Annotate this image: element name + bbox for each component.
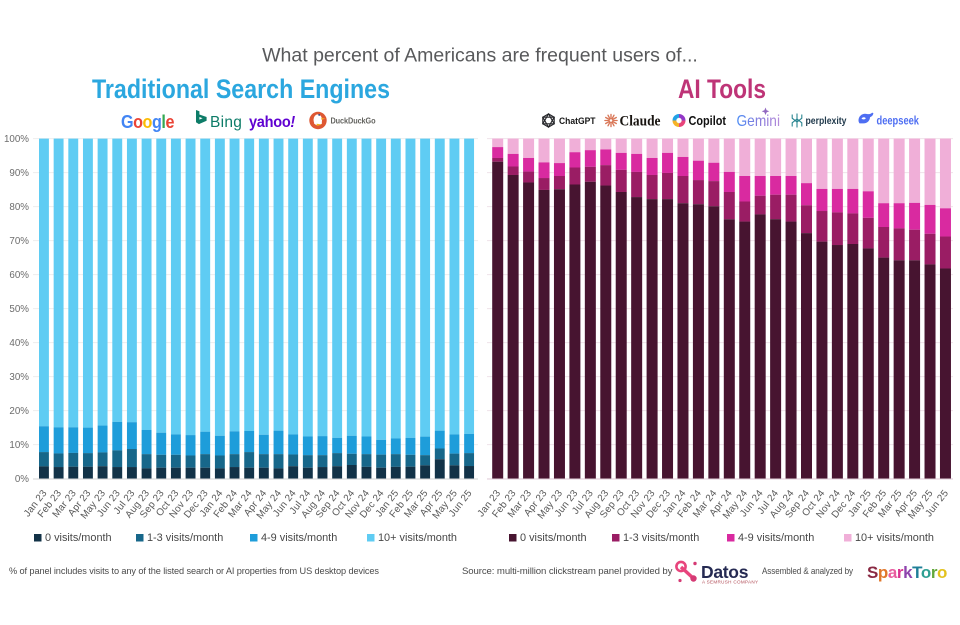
- svg-text:0 visits/month: 0 visits/month: [45, 532, 112, 544]
- svg-text:What percent of Americans are: What percent of Americans are frequent u…: [262, 45, 698, 67]
- svg-text:0%: 0%: [15, 474, 29, 485]
- svg-text:% of panel includes visits to: % of panel includes visits to any of the…: [9, 566, 379, 576]
- svg-text:A SEMRUSH COMPANY: A SEMRUSH COMPANY: [702, 580, 758, 585]
- svg-text:80%: 80%: [9, 202, 29, 213]
- svg-text:yahoo!: yahoo!: [249, 114, 296, 131]
- svg-text:Source: multi-million clickstr: Source: multi-million clickstream panel …: [462, 566, 673, 577]
- svg-text:Copilot: Copilot: [689, 113, 727, 128]
- svg-text:0 visits/month: 0 visits/month: [520, 532, 587, 544]
- svg-text:DuckDuckGo: DuckDuckGo: [331, 117, 376, 126]
- svg-text:10+ visits/month: 10+ visits/month: [855, 532, 934, 544]
- svg-text:Assembled & analyzed by: Assembled & analyzed by: [762, 566, 853, 576]
- svg-text:Traditional Search Engines: Traditional Search Engines: [92, 74, 390, 104]
- svg-text:70%: 70%: [9, 236, 29, 247]
- svg-text:4-9 visits/month: 4-9 visits/month: [261, 532, 337, 544]
- svg-text:20%: 20%: [9, 406, 29, 417]
- svg-text:1-3 visits/month: 1-3 visits/month: [147, 532, 223, 544]
- svg-text:Datos: Datos: [701, 562, 749, 582]
- svg-text:perplexity: perplexity: [806, 116, 847, 127]
- svg-text:10+ visits/month: 10+ visits/month: [378, 532, 457, 544]
- svg-text:ChatGPT: ChatGPT: [559, 116, 596, 127]
- svg-text:30%: 30%: [9, 372, 29, 383]
- svg-text:60%: 60%: [9, 270, 29, 281]
- svg-text:1-3 visits/month: 1-3 visits/month: [623, 532, 699, 544]
- svg-text:Bing: Bing: [210, 114, 242, 131]
- svg-text:Claude: Claude: [620, 114, 661, 130]
- svg-text:deepseek: deepseek: [877, 116, 920, 128]
- svg-text:AI Tools: AI Tools: [678, 74, 766, 104]
- svg-text:SparkToro: SparkToro: [867, 563, 947, 582]
- svg-text:90%: 90%: [9, 168, 29, 179]
- svg-text:Gemini: Gemini: [737, 113, 781, 130]
- svg-text:10%: 10%: [9, 440, 29, 451]
- svg-text:Google: Google: [121, 112, 174, 132]
- svg-text:50%: 50%: [9, 304, 29, 315]
- svg-text:4-9 visits/month: 4-9 visits/month: [738, 532, 814, 544]
- svg-text:100%: 100%: [4, 134, 29, 145]
- svg-text:40%: 40%: [9, 338, 29, 349]
